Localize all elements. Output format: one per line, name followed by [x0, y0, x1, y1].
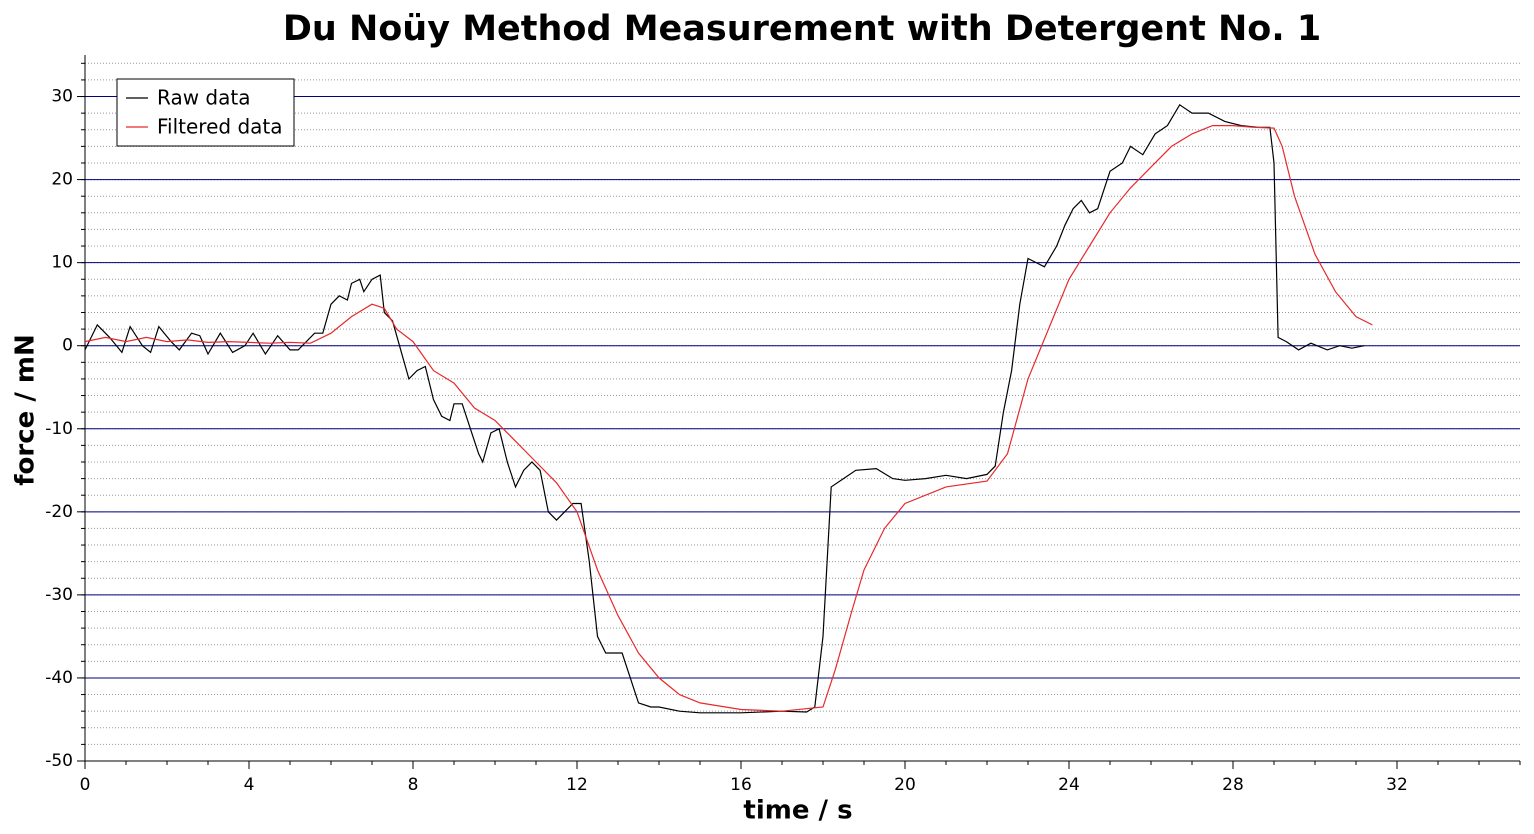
y-tick-label: -40 [45, 668, 73, 688]
x-tick-label: 20 [894, 775, 916, 795]
data-line [84, 125, 1373, 712]
x-tick-label: 8 [408, 775, 419, 795]
x-tick-label: 12 [566, 775, 588, 795]
x-tick-label: 0 [80, 775, 91, 795]
y-tick-label: -20 [45, 502, 73, 522]
y-tick-label: -50 [45, 751, 73, 771]
chart-title: Du Noüy Method Measurement with Detergen… [283, 9, 1321, 49]
y-tick-label: 20 [51, 170, 73, 190]
x-tick-label: 28 [1222, 775, 1244, 795]
y-tick-label: 10 [51, 253, 73, 273]
x-tick-label: 24 [1058, 775, 1080, 795]
y-tick-label: -10 [45, 419, 73, 439]
legend-label: Raw data [157, 86, 250, 110]
y-tick-label: -30 [45, 585, 73, 605]
x-tick-label: 4 [244, 775, 255, 795]
legend: Raw data Filtered data [116, 78, 295, 147]
y-tick-label: 0 [62, 336, 73, 356]
y-tick-label: 30 [51, 87, 73, 107]
x-tick-label: 16 [730, 775, 752, 795]
legend-label: Filtered data [157, 115, 283, 139]
x-tick-label: 32 [1386, 775, 1408, 795]
data-line [84, 103, 1365, 714]
legend-box [116, 78, 295, 147]
x-axis-label: time / s [743, 796, 852, 826]
y-axis-label: force / mN [11, 334, 41, 486]
